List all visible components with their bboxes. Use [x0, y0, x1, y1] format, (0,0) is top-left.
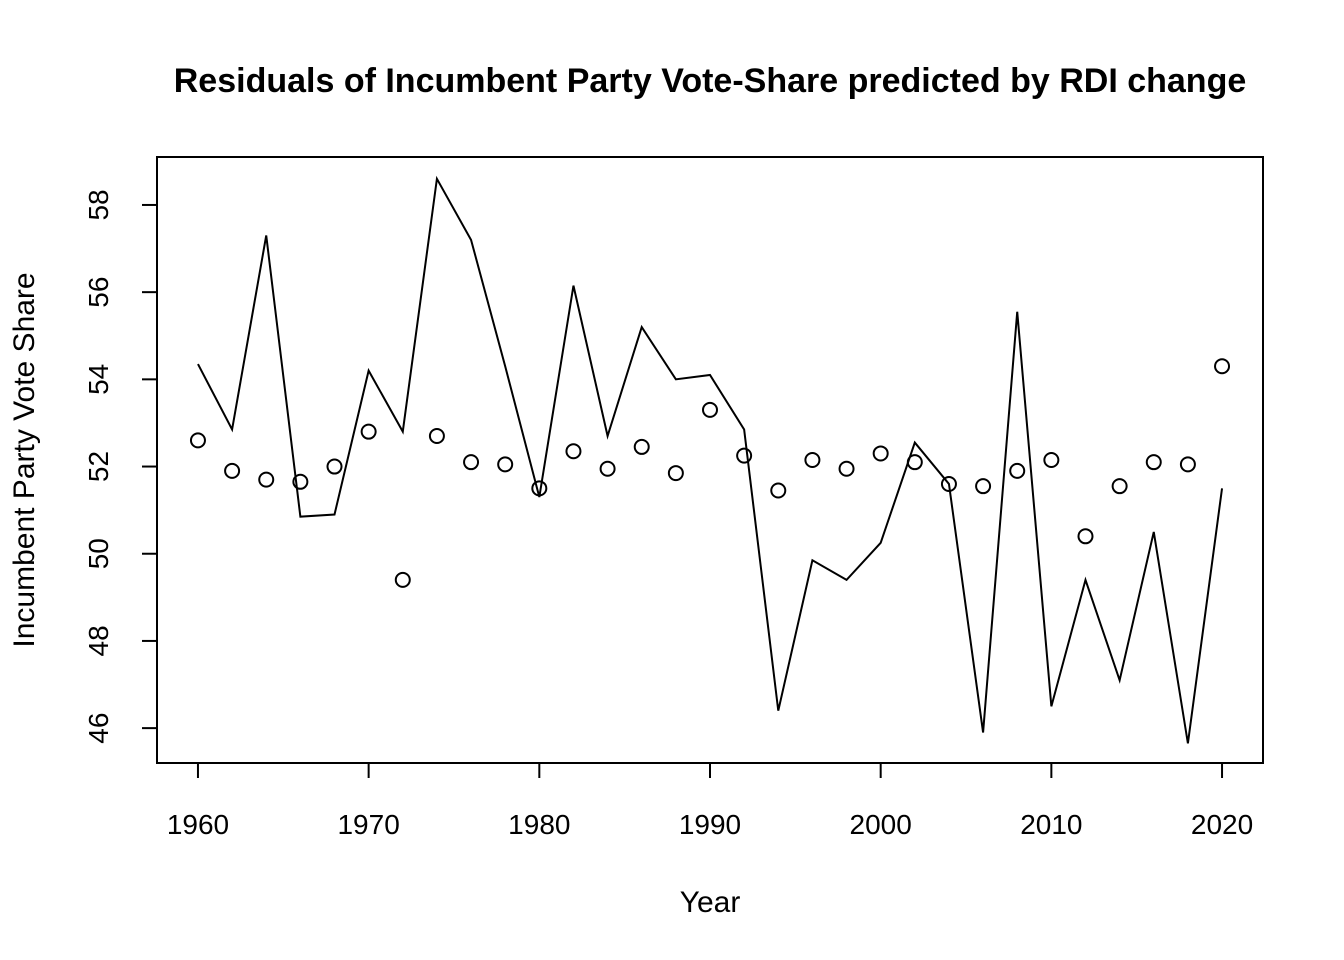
x-tick-label: 1970	[337, 809, 399, 840]
data-point	[770, 482, 787, 499]
data-point	[189, 432, 206, 449]
series-line	[197, 175, 1224, 744]
data-point	[1077, 528, 1094, 545]
data-point	[497, 456, 514, 473]
y-tick-label: 48	[83, 625, 114, 656]
y-axis-label: Incumbent Party Vote Share	[8, 272, 41, 647]
data-point	[463, 454, 480, 471]
data-point	[326, 458, 343, 475]
x-tick-label: 2020	[1191, 809, 1253, 840]
x-axis-label: Year	[680, 886, 741, 919]
data-point	[702, 401, 718, 418]
data-point	[1179, 456, 1196, 473]
data-point	[292, 473, 309, 490]
x-tick-label: 2000	[850, 809, 912, 840]
y-tick-label: 58	[83, 189, 114, 220]
series-layer	[189, 175, 1231, 744]
plot-frame	[156, 156, 1264, 764]
data-point	[940, 475, 957, 492]
data-point	[428, 428, 445, 445]
data-point	[224, 462, 241, 479]
y-tick-label: 46	[83, 713, 114, 744]
y-axis: 46 48 50 52 54 56 58	[83, 189, 158, 744]
data-point	[838, 460, 855, 477]
y-tick-label: 52	[83, 451, 114, 482]
data-point	[906, 454, 923, 471]
data-point	[975, 478, 992, 495]
data-point	[565, 443, 582, 460]
data-point	[667, 465, 684, 482]
data-point	[360, 423, 377, 440]
data-point	[872, 445, 889, 462]
y-tick-label: 50	[83, 538, 114, 569]
data-point	[736, 447, 753, 464]
data-point	[1145, 454, 1162, 471]
data-point	[633, 438, 650, 455]
data-point	[531, 480, 548, 497]
data-point	[394, 571, 411, 588]
y-tick-label: 54	[83, 364, 114, 395]
x-tick-label: 1980	[508, 809, 570, 840]
y-tick-label: 56	[83, 277, 114, 308]
data-point	[599, 460, 616, 477]
x-tick-label: 1960	[167, 809, 229, 840]
x-tick-label: 2010	[1020, 809, 1082, 840]
x-axis: 1960 1970 1980 1990 2000 2010 2020	[167, 762, 1253, 840]
data-point	[804, 452, 821, 468]
data-point	[1043, 452, 1060, 468]
x-tick-label: 1990	[679, 809, 741, 840]
data-point	[1111, 478, 1128, 495]
data-point	[258, 471, 275, 488]
data-point	[1009, 462, 1026, 479]
chart-title: Residuals of Incumbent Party Vote-Share …	[174, 62, 1247, 100]
data-point	[1214, 358, 1231, 375]
